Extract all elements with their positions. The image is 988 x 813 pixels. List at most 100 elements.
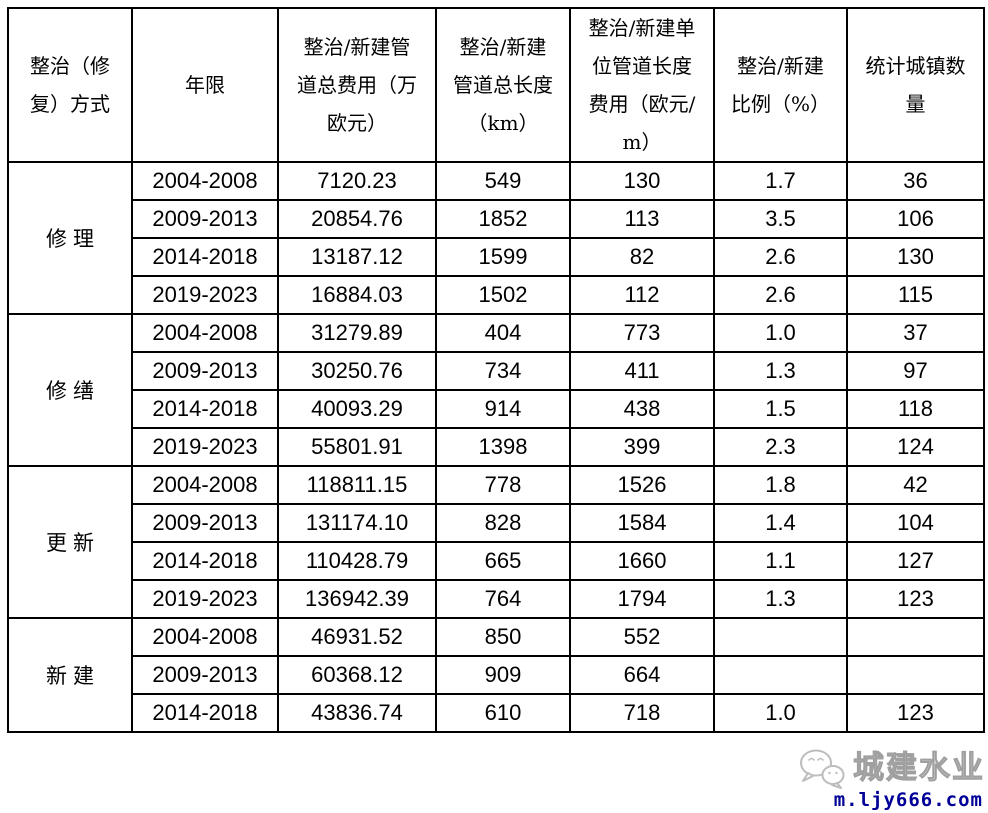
- value-cell: 7120.23: [277, 161, 437, 201]
- value-cell: 1599: [435, 237, 571, 277]
- wechat-icon: [800, 749, 845, 789]
- value-cell: 1584: [569, 503, 715, 543]
- year-cell: 2014-2018: [131, 389, 279, 429]
- table-row: 2014-2018 43836.74 610 718 1.0 123: [8, 693, 985, 733]
- year-cell: 2004-2008: [131, 617, 279, 657]
- watermark-brand-text: 城建水业: [853, 749, 985, 786]
- value-cell: 97: [846, 351, 985, 391]
- column-header-period: 年限: [131, 7, 279, 163]
- year-cell: 2009-2013: [131, 655, 279, 695]
- value-cell: 110428.79: [277, 541, 437, 581]
- table-row: 更新 2004-2008 118811.15 778 1526 1.8 42: [7, 465, 985, 619]
- value-cell: 850: [435, 617, 571, 657]
- value-cell: 82: [569, 237, 715, 277]
- header-row: 整治（修复）方式 年限 整治/新建管道总费用（万欧元） 整治/新建管道总长度（k…: [7, 7, 985, 163]
- table-row: 修缮 2004-2008 31279.89 404 773 1.0 37: [7, 313, 985, 467]
- table-body: 修理 2004-2008 7120.23 549 130 1.7 36 2009-2013 20…: [7, 161, 985, 733]
- value-cell: 828: [435, 503, 571, 543]
- value-cell: 130: [846, 237, 985, 277]
- table-row: 2009-2013 131174.10 828 1584 1.4 104: [8, 503, 985, 543]
- value-cell: 43836.74: [277, 693, 437, 733]
- year-cell: 2019-2023: [131, 427, 279, 467]
- value-cell: 55801.91: [277, 427, 437, 467]
- value-cell: 104: [846, 503, 985, 543]
- value-cell: 30250.76: [277, 351, 437, 391]
- value-cell: 13187.12: [277, 237, 437, 277]
- year-cell: 2019-2023: [131, 275, 279, 315]
- value-cell: 136942.39: [277, 579, 437, 619]
- year-cell: 2014-2018: [131, 237, 279, 277]
- value-cell: 106: [846, 199, 985, 239]
- value-cell: 1794: [569, 579, 715, 619]
- table-row: 2014-2018 13187.12 1599 82 2.6 130: [8, 237, 985, 277]
- table-row: 2019-2023 16884.03 1502 112 2.6 115: [8, 275, 985, 315]
- value-cell: [846, 617, 985, 657]
- value-cell: 123: [846, 693, 985, 733]
- value-cell: 665: [435, 541, 571, 581]
- method-cell: 修缮: [7, 313, 133, 467]
- year-cell: 2009-2013: [131, 503, 279, 543]
- year-cell: 2014-2018: [131, 693, 279, 733]
- value-cell: 42: [846, 465, 985, 505]
- value-cell: 549: [435, 161, 571, 201]
- value-cell: 20854.76: [277, 199, 437, 239]
- value-cell: 610: [435, 693, 571, 733]
- year-cell: 2009-2013: [131, 199, 279, 239]
- value-cell: 1502: [435, 275, 571, 315]
- column-header-unit-cost: 整治/新建单位管道长度费用（欧元/m）: [569, 7, 715, 163]
- column-header-total-length: 整治/新建管道总长度（km）: [435, 7, 571, 163]
- value-cell: 36: [846, 161, 985, 201]
- value-cell: 718: [569, 693, 715, 733]
- table-row: 新建 2004-2008 46931.52 850 552: [7, 617, 985, 733]
- value-cell: 734: [435, 351, 571, 391]
- watermark: 城建水业 m.ljy666.com: [796, 747, 985, 810]
- value-cell: 131174.10: [277, 503, 437, 543]
- value-cell: 1852: [435, 199, 571, 239]
- value-cell: [713, 655, 848, 695]
- year-cell: 2004-2008: [131, 161, 279, 201]
- value-cell: 130: [569, 161, 715, 201]
- value-cell: 46931.52: [277, 617, 437, 657]
- pipeline-cost-table: 整治（修复）方式 年限 整治/新建管道总费用（万欧元） 整治/新建管道总长度（k…: [7, 7, 985, 733]
- column-header-method: 整治（修复）方式: [7, 7, 133, 163]
- pipeline-cost-table-wrap: 整治（修复）方式 年限 整治/新建管道总费用（万欧元） 整治/新建管道总长度（k…: [7, 7, 985, 733]
- value-cell: 123: [846, 579, 985, 619]
- year-cell: 2014-2018: [131, 541, 279, 581]
- table-row: 2009-2013 30250.76 734 411 1.3 97: [8, 351, 985, 391]
- table-row: 2014-2018 110428.79 665 1660 1.1 127: [8, 541, 985, 581]
- value-cell: 1.5: [713, 389, 848, 429]
- value-cell: 1.7: [713, 161, 848, 201]
- value-cell: 1.4: [713, 503, 848, 543]
- year-cell: 2019-2023: [131, 579, 279, 619]
- value-cell: 2.6: [713, 275, 848, 315]
- year-cell: 2004-2008: [131, 313, 279, 353]
- column-header-town-count: 统计城镇数量: [846, 7, 985, 163]
- value-cell: 778: [435, 465, 571, 505]
- value-cell: 404: [435, 313, 571, 353]
- table-row: 2019-2023 136942.39 764 1794 1.3 123: [8, 579, 985, 619]
- value-cell: 664: [569, 655, 715, 695]
- watermark-url: m.ljy666.com: [833, 789, 983, 811]
- method-cell: 修理: [7, 161, 133, 315]
- watermark-brand-line: 城建水业: [796, 747, 985, 789]
- value-cell: 112: [569, 275, 715, 315]
- table-row: 2014-2018 40093.29 914 438 1.5 118: [8, 389, 985, 429]
- value-cell: 2.6: [713, 237, 848, 277]
- method-cell: 更新: [7, 465, 133, 619]
- year-cell: 2009-2013: [131, 351, 279, 391]
- table-row: 2009-2013 60368.12 909 664: [8, 655, 985, 695]
- value-cell: 552: [569, 617, 715, 657]
- value-cell: 773: [569, 313, 715, 353]
- value-cell: [713, 617, 848, 657]
- value-cell: 2.3: [713, 427, 848, 467]
- value-cell: 1.1: [713, 541, 848, 581]
- value-cell: 1.8: [713, 465, 848, 505]
- column-header-ratio: 整治/新建比例（%）: [713, 7, 848, 163]
- value-cell: 1.0: [713, 693, 848, 733]
- column-header-total-cost: 整治/新建管道总费用（万欧元）: [277, 7, 437, 163]
- value-cell: 909: [435, 655, 571, 695]
- value-cell: [846, 655, 985, 695]
- value-cell: 118: [846, 389, 985, 429]
- value-cell: 31279.89: [277, 313, 437, 353]
- value-cell: 1398: [435, 427, 571, 467]
